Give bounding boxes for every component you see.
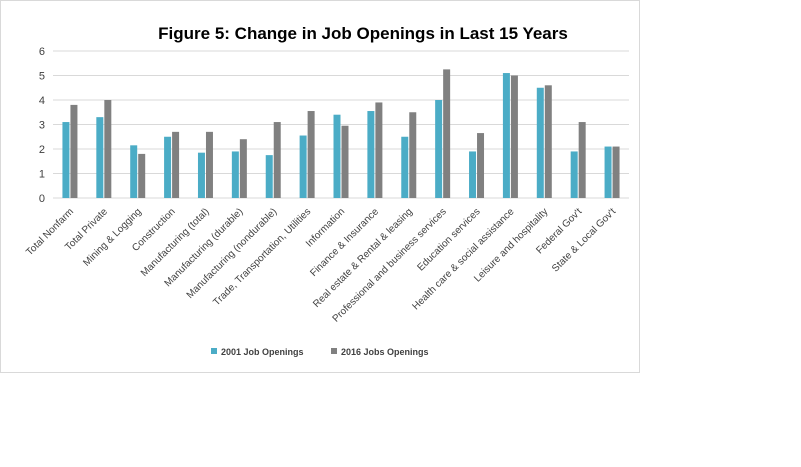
- legend: 2001 Job Openings 2016 Jobs Openings: [211, 347, 429, 357]
- bar-series-2016: [510, 75, 518, 198]
- y-tick-label: 5: [39, 71, 45, 83]
- bar-series-2016: [205, 131, 213, 198]
- bar-chart: Figure 5: Change in Job Openings in Last…: [24, 24, 629, 357]
- y-tick-label: 3: [39, 120, 45, 132]
- bar-series-2001: [62, 122, 70, 198]
- y-tick-label: 1: [39, 169, 45, 181]
- bar-series-2016: [104, 100, 112, 198]
- bar-series-2001: [164, 136, 172, 198]
- bar-series-2001: [333, 114, 341, 198]
- y-tick-label: 2: [39, 144, 45, 156]
- bar-series-2001: [299, 135, 307, 198]
- bar-series-2016: [307, 111, 315, 198]
- bars: [62, 69, 620, 198]
- bar-series-2001: [401, 136, 409, 198]
- bar-series-2001: [604, 146, 612, 198]
- bar-series-2001: [265, 155, 273, 198]
- chart-frame: Figure 5: Change in Job Openings in Last…: [0, 0, 640, 373]
- bar-series-2016: [273, 122, 281, 198]
- bar-series-2016: [341, 125, 349, 198]
- legend-label: 2001 Job Openings: [221, 347, 304, 357]
- bar-series-2001: [231, 151, 239, 198]
- bar-series-2016: [443, 69, 451, 198]
- bar-series-2016: [172, 131, 180, 198]
- bar-series-2001: [96, 117, 104, 198]
- x-category-label: Mining & Logging: [81, 206, 143, 268]
- gridlines: [53, 50, 629, 199]
- legend-swatch: [331, 348, 337, 354]
- bar-series-2016: [612, 146, 620, 198]
- y-tick-label: 0: [39, 193, 45, 205]
- chart-title: Figure 5: Change in Job Openings in Last…: [158, 24, 568, 43]
- bar-series-2016: [544, 85, 552, 198]
- bar-series-2016: [409, 112, 417, 198]
- bar-series-2001: [502, 73, 510, 198]
- x-category-label: State & Local Gov't: [550, 206, 618, 274]
- bar-series-2001: [469, 151, 477, 198]
- bar-series-2016: [138, 153, 146, 198]
- legend-swatch: [211, 348, 217, 354]
- x-category-label: Education services: [416, 206, 483, 273]
- bar-series-2001: [130, 145, 138, 198]
- y-axis-ticks: 0 1 2 3 4 5 6: [39, 46, 45, 205]
- legend-label: 2016 Jobs Openings: [341, 347, 429, 357]
- y-tick-label: 4: [39, 95, 45, 107]
- bar-series-2001: [570, 151, 578, 198]
- bar-series-2001: [367, 111, 375, 198]
- y-tick-label: 6: [39, 46, 45, 58]
- bar-series-2016: [578, 122, 586, 198]
- bar-series-2016: [70, 104, 78, 198]
- bar-series-2016: [375, 102, 383, 198]
- bar-series-2016: [239, 139, 247, 198]
- bar-series-2001: [197, 152, 205, 198]
- bar-series-2016: [477, 133, 485, 198]
- bar-series-2001: [435, 100, 443, 198]
- bar-series-2001: [536, 87, 544, 198]
